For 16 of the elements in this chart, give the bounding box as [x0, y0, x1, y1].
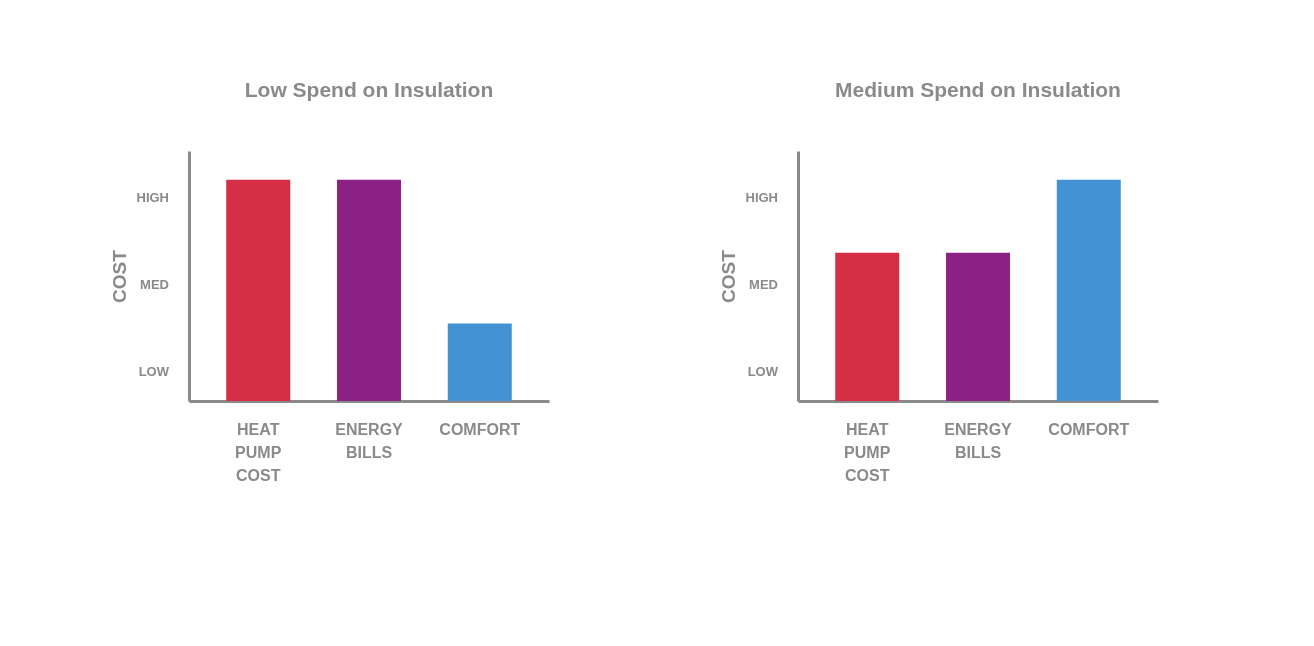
y-axis-title: COST [717, 249, 739, 303]
text: LOW [747, 363, 779, 379]
x-tick-label: COMFORT [1048, 420, 1130, 438]
text: LOW [138, 363, 170, 379]
x-tick-label: HEAT PUMP COST [235, 420, 282, 484]
chart-title: Medium Spend on Insulation [835, 78, 1121, 101]
text: MED [140, 276, 169, 292]
x-tick-label: ENERGY BILLS [335, 420, 404, 461]
chart-title: Low Spend on Insulation [244, 78, 494, 101]
text: HIGH [745, 189, 778, 205]
x-tick-label: HEAT PUMP COST [844, 420, 891, 484]
text: MED [749, 276, 778, 292]
x-tick-label: COMFORT [439, 420, 521, 438]
text: HIGH [136, 189, 169, 205]
y-axis-title: COST [108, 249, 130, 303]
x-tick-label: ENERGY BILLS [944, 420, 1013, 461]
